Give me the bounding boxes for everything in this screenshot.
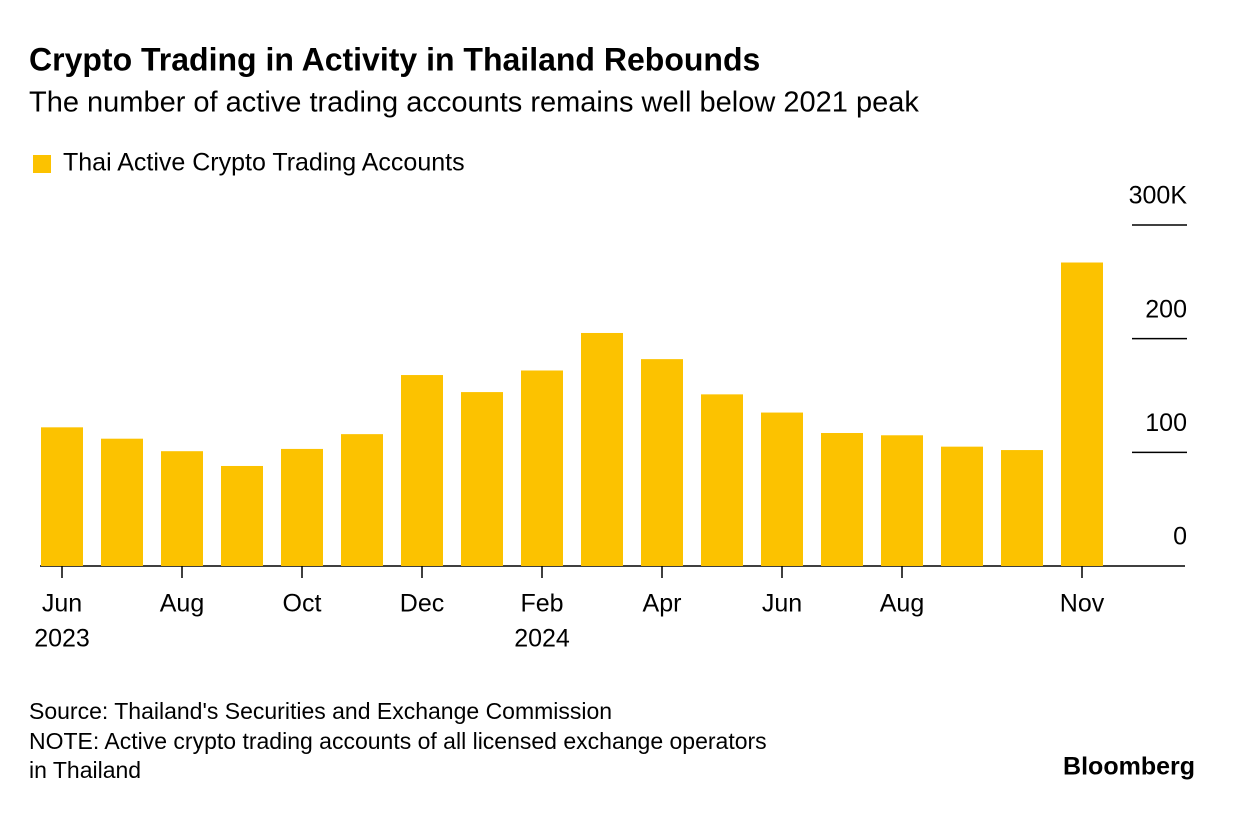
bar (161, 451, 203, 566)
y-tick-label: 200 (1145, 295, 1187, 323)
source: Source: Thailand's Securities and Exchan… (29, 698, 612, 724)
bar (221, 465, 263, 566)
legend-label: Thai Active Crypto Trading Accounts (63, 149, 465, 177)
y-tick-label: 0 (1173, 523, 1187, 551)
x-tick-label: Nov (1060, 590, 1105, 618)
x-tick-label: Dec (400, 590, 444, 618)
bar (821, 433, 863, 566)
bar (641, 359, 683, 566)
bar (521, 370, 563, 566)
bar (341, 434, 383, 566)
y-tick-label: 100 (1145, 409, 1187, 437)
chart-title: Crypto Trading in Activity in Thailand R… (29, 41, 760, 77)
x-tick-label: Feb (520, 590, 563, 618)
x-year-label: 2024 (514, 625, 570, 653)
bar (941, 446, 983, 566)
chart-subtitle: The number of active trading accounts re… (29, 87, 919, 119)
note: NOTE: Active crypto trading accounts of … (29, 728, 767, 754)
x-tick-label: Aug (880, 590, 924, 618)
bar (581, 332, 623, 566)
x-year-label: 2023 (34, 625, 90, 653)
bar (1001, 450, 1043, 566)
x-tick-label: Jun (762, 590, 802, 618)
note: in Thailand (29, 757, 141, 783)
x-tick-label: Jun (42, 590, 82, 618)
bar (701, 394, 743, 566)
bar (881, 435, 923, 566)
legend-swatch (33, 155, 51, 173)
bar (281, 448, 323, 566)
x-tick-label: Apr (643, 590, 682, 618)
y-tick-label: 300K (1129, 182, 1188, 210)
x-tick-label: Oct (283, 590, 322, 618)
x-tick-label: Aug (160, 590, 204, 618)
bar (101, 438, 143, 566)
bar (41, 427, 83, 566)
brand: Bloomberg (1063, 753, 1195, 781)
bar (401, 375, 443, 566)
bar (461, 392, 503, 566)
bar (761, 412, 803, 566)
bar (1061, 262, 1103, 566)
